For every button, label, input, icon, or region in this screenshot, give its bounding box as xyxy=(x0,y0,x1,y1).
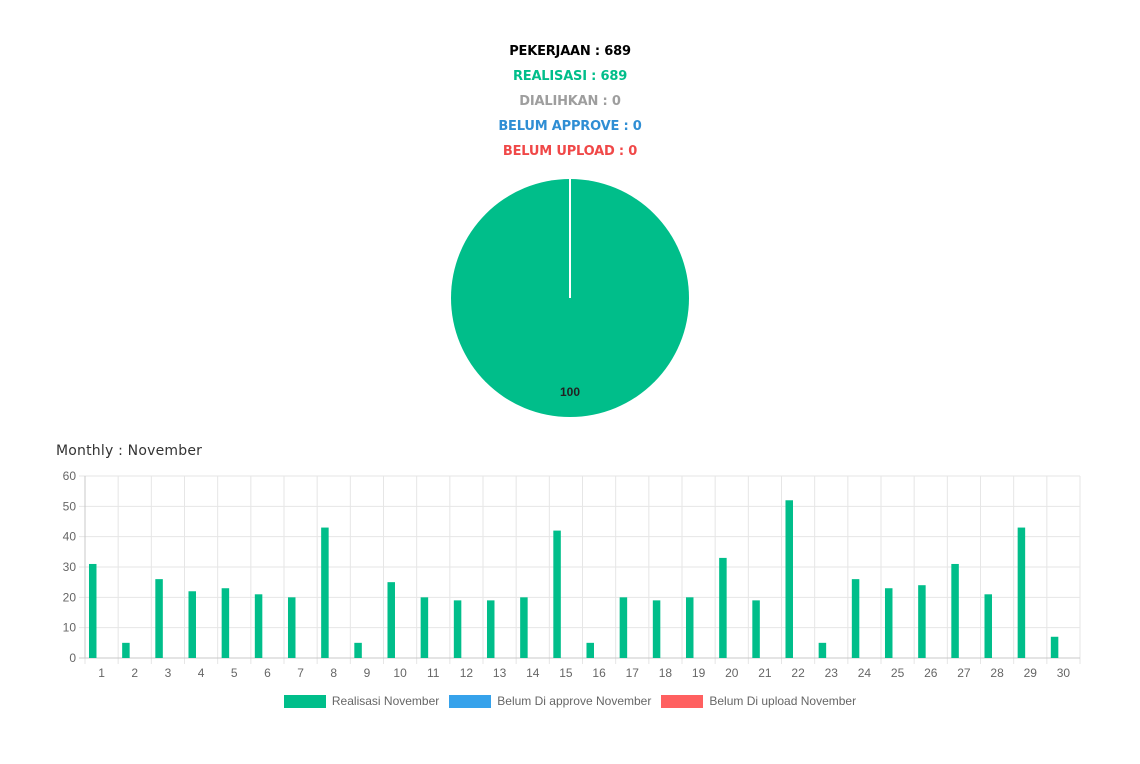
bar-chart-legend: Realisasi November Belum Di approve Novem… xyxy=(0,694,1140,708)
pie-data-label: 100 xyxy=(560,385,580,399)
y-tick-label: 40 xyxy=(63,530,77,544)
bar-realisasi-november-19[interactable] xyxy=(685,597,694,658)
x-tick-label: 18 xyxy=(659,666,673,680)
belum-approve-total: BELUM APPROVE : 0 xyxy=(498,119,642,134)
x-tick-label: 9 xyxy=(364,666,371,680)
bar-chart-title: Monthly : November xyxy=(56,443,203,459)
x-tick-label: 30 xyxy=(1057,666,1071,680)
bar-realisasi-november-28[interactable] xyxy=(984,594,992,658)
bar-realisasi-november-23[interactable] xyxy=(818,642,827,658)
dialihkan-total: DIALIHKAN : 0 xyxy=(519,94,621,109)
belum-upload-total: BELUM UPLOAD : 0 xyxy=(502,144,638,159)
grid xyxy=(79,475,1081,664)
x-tick-label: 5 xyxy=(231,666,238,680)
x-tick-label: 16 xyxy=(592,666,606,680)
bar-realisasi-november-22[interactable] xyxy=(785,500,793,658)
x-tick-label: 21 xyxy=(758,666,772,680)
x-tick-label: 3 xyxy=(165,666,172,680)
bar-realisasi-november-29[interactable] xyxy=(1017,527,1026,658)
legend-label: Belum Di upload November xyxy=(709,694,857,708)
x-tick-label: 14 xyxy=(526,666,540,680)
y-tick-label: 30 xyxy=(63,560,77,574)
y-tick-label: 20 xyxy=(63,590,77,604)
x-tick-label: 28 xyxy=(990,666,1004,680)
bar-realisasi-november-1[interactable] xyxy=(88,563,97,658)
bar-realisasi-november-14[interactable] xyxy=(520,597,528,658)
x-tick-label: 23 xyxy=(825,666,839,680)
x-tick-label: 22 xyxy=(791,666,805,680)
legend-swatch xyxy=(661,694,704,708)
bar-realisasi-november-13[interactable] xyxy=(486,600,495,658)
bar-realisasi-november-18[interactable] xyxy=(652,600,661,658)
x-tick-label: 8 xyxy=(330,666,337,680)
bar-realisasi-november-10[interactable] xyxy=(387,582,395,658)
bar-realisasi-november-25[interactable] xyxy=(884,588,893,658)
legend-item-2[interactable]: Belum Di upload November xyxy=(661,694,856,708)
x-tick-label: 24 xyxy=(858,666,872,680)
y-tick-label: 60 xyxy=(63,469,77,483)
x-tick-label: 19 xyxy=(692,666,706,680)
x-tick-label: 12 xyxy=(460,666,474,680)
bar-realisasi-november-24[interactable] xyxy=(851,579,860,658)
x-tick-label: 1 xyxy=(98,666,105,680)
x-tick-label: 17 xyxy=(626,666,640,680)
x-tick-label: 27 xyxy=(957,666,971,680)
x-tick-label: 7 xyxy=(297,666,304,680)
bar-realisasi-november-26[interactable] xyxy=(918,585,926,658)
x-tick-label: 15 xyxy=(559,666,573,680)
bar-realisasi-november-11[interactable] xyxy=(420,597,429,658)
pie-chart: 100 xyxy=(451,179,689,417)
y-tick-label: 50 xyxy=(63,499,77,513)
bar-realisasi-november-30[interactable] xyxy=(1050,636,1059,658)
bar-realisasi-november-9[interactable] xyxy=(354,642,362,658)
bar-realisasi-november-17[interactable] xyxy=(619,597,628,658)
x-tick-label: 26 xyxy=(924,666,938,680)
bar-realisasi-november-6[interactable] xyxy=(254,594,263,658)
x-tick-label: 10 xyxy=(393,666,407,680)
x-tick-label: 11 xyxy=(427,666,440,680)
legend-swatch xyxy=(449,694,492,708)
bar-realisasi-november-5[interactable] xyxy=(221,588,230,658)
bar-realisasi-november-12[interactable] xyxy=(453,600,462,658)
x-tick-label: 20 xyxy=(725,666,739,680)
x-tick-label: 25 xyxy=(891,666,905,680)
bar-realisasi-november-20[interactable] xyxy=(719,557,727,658)
x-tick-label: 6 xyxy=(264,666,271,680)
bar-realisasi-november-15[interactable] xyxy=(553,530,561,658)
y-tick-label: 0 xyxy=(69,651,76,665)
bar-realisasi-november-21[interactable] xyxy=(752,600,760,658)
pekerjaan-total: PEKERJAAN : 689 xyxy=(509,44,631,59)
bar-realisasi-november-4[interactable] xyxy=(188,591,196,658)
bar-realisasi-november-2[interactable] xyxy=(122,642,130,658)
x-tick-label: 2 xyxy=(131,666,138,680)
x-tick-label: 4 xyxy=(198,666,205,680)
legend-item-0[interactable]: Realisasi November xyxy=(283,694,440,708)
legend-swatch xyxy=(283,694,326,708)
x-tick-label: 13 xyxy=(493,666,507,680)
bar-realisasi-november-7[interactable] xyxy=(287,597,296,658)
legend-label: Belum Di approve November xyxy=(497,694,652,708)
bar-realisasi-november-27[interactable] xyxy=(951,563,959,658)
bar-realisasi-november-3[interactable] xyxy=(155,579,163,658)
realisasi-total: REALISASI : 689 xyxy=(512,69,628,84)
legend-item-1[interactable]: Belum Di approve November xyxy=(449,694,651,708)
bar-realisasi-november-16[interactable] xyxy=(586,642,594,658)
legend-label: Realisasi November xyxy=(331,694,440,708)
y-tick-label: 10 xyxy=(63,621,77,635)
bar-realisasi-november-8[interactable] xyxy=(321,527,329,658)
x-tick-label: 29 xyxy=(1024,666,1038,680)
